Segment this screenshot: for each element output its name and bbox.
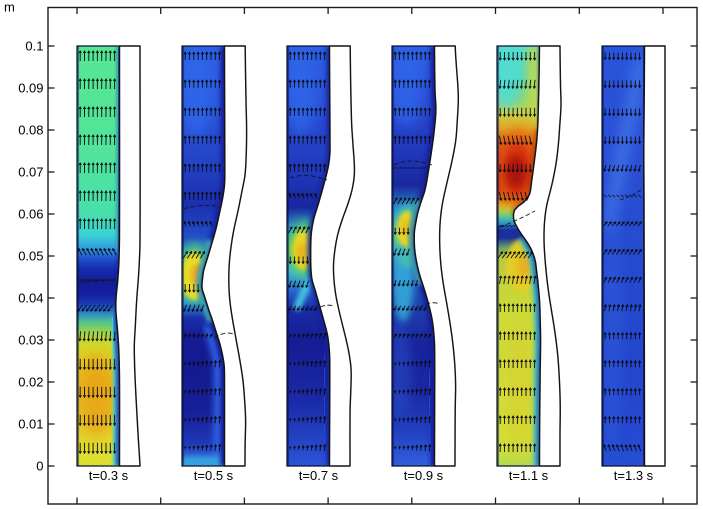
svg-text:t=1.3 s: t=1.3 s — [614, 468, 654, 483]
svg-text:0.08: 0.08 — [18, 123, 43, 138]
svg-text:0.05: 0.05 — [18, 249, 43, 264]
svg-text:t=0.9 s: t=0.9 s — [404, 468, 444, 483]
svg-text:t=0.3 s: t=0.3 s — [89, 468, 129, 483]
svg-text:t=0.7 s: t=0.7 s — [299, 468, 339, 483]
svg-text:0.09: 0.09 — [18, 81, 43, 96]
svg-text:0.01: 0.01 — [18, 417, 43, 432]
svg-text:0.1: 0.1 — [25, 39, 43, 54]
svg-text:0.06: 0.06 — [18, 207, 43, 222]
svg-text:0.07: 0.07 — [18, 165, 43, 180]
svg-text:0.04: 0.04 — [18, 291, 43, 306]
svg-text:t=1.1 s: t=1.1 s — [509, 468, 549, 483]
svg-text:0.02: 0.02 — [18, 375, 43, 390]
svg-text:t=0.5 s: t=0.5 s — [194, 468, 234, 483]
svg-text:0.03: 0.03 — [18, 333, 43, 348]
svg-text:m: m — [4, 0, 15, 15]
svg-text:0: 0 — [36, 459, 43, 474]
